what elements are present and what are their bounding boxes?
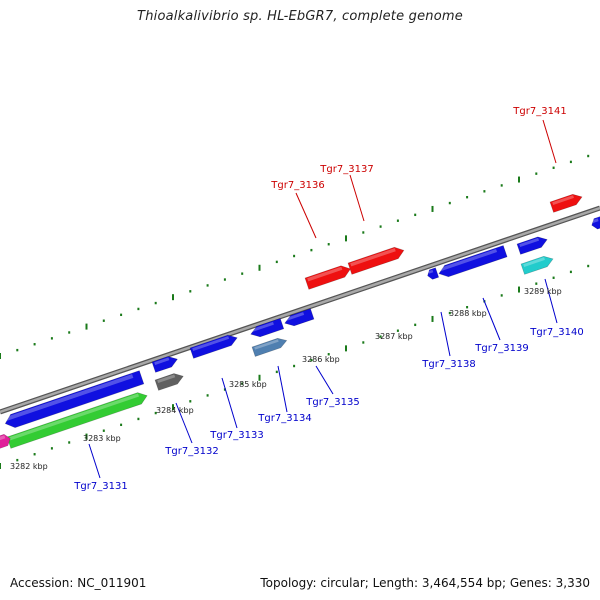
leader-line: [175, 402, 193, 444]
gene-label-tgr7-3133[interactable]: Tgr7_3133: [209, 430, 263, 441]
leader-line: [542, 119, 557, 164]
gene-tgr7-3132[interactable]: [154, 371, 185, 391]
gene-label-tgr7-3134[interactable]: Tgr7_3134: [257, 413, 311, 424]
kbp-label: 3288 kbp: [449, 309, 487, 318]
kbp-label: 3285 kbp: [229, 380, 267, 389]
gene-labels: Tgr7_3141 Tgr7_3137 Tgr7_3136 Tgr7_3131 Tgr7…: [73, 106, 583, 492]
gene-label-tgr7-3141[interactable]: Tgr7_3141: [512, 106, 566, 117]
leader-line: [295, 192, 317, 239]
genome-backbone: [0, 205, 600, 415]
gene-label-tgr7-3137[interactable]: Tgr7_3137: [319, 164, 373, 175]
gene-tgr7-3141[interactable]: [549, 192, 584, 213]
leader-line: [482, 297, 501, 341]
gene-blue-left[interactable]: [3, 370, 145, 431]
leader-line: [277, 365, 288, 413]
leader-line: [88, 443, 101, 479]
leader-line: [221, 377, 238, 429]
gene-tgr7-3139[interactable]: [437, 245, 508, 279]
kbp-label: 3289 kbp: [524, 287, 562, 296]
accession-text: Accession: NC_011901: [10, 576, 147, 590]
leader-line: [440, 311, 451, 357]
gene-edge-right[interactable]: [590, 215, 600, 230]
gene-magenta[interactable]: [0, 433, 12, 449]
gene-tgr7-3133[interactable]: [189, 333, 239, 359]
leader-line: [544, 278, 558, 324]
gene-label-tgr7-3138[interactable]: Tgr7_3138: [421, 359, 475, 370]
gene-track: [0, 192, 600, 449]
gene-label-tgr7-3132[interactable]: Tgr7_3132: [164, 446, 218, 457]
kbp-label: 3286 kbp: [302, 355, 340, 364]
gene-tgr7-3136[interactable]: [304, 263, 352, 290]
kbp-label: 3287 kbp: [375, 332, 413, 341]
gene-label-tgr7-3139[interactable]: Tgr7_3139: [474, 343, 528, 354]
gene-tgr7-3137[interactable]: [347, 245, 406, 275]
gene-tgr7-3135[interactable]: [283, 308, 315, 329]
gene-green-long[interactable]: [6, 390, 149, 449]
gene-blue-3134b[interactable]: [249, 317, 285, 339]
label-leaders: [88, 119, 558, 479]
gene-label-tgr7-3135[interactable]: Tgr7_3135: [305, 397, 359, 408]
leader-line: [349, 174, 365, 222]
kbp-labels: 3282 kbp 3283 kbp 3284 kbp 3285 kbp 3286 kbp…: [10, 287, 562, 471]
gene-tgr7-3138[interactable]: [426, 267, 440, 281]
gene-cyan[interactable]: [520, 254, 555, 275]
kbp-label: 3282 kbp: [10, 462, 48, 471]
gene-tgr7-3140[interactable]: [516, 234, 549, 255]
gene-label-tgr7-3140[interactable]: Tgr7_3140: [529, 327, 583, 338]
kbp-label: 3283 kbp: [83, 434, 121, 443]
inner-tick-row: [0, 264, 590, 469]
kbp-label: 3284 kbp: [156, 406, 194, 415]
gene-label-tgr7-3136[interactable]: Tgr7_3136: [270, 180, 324, 191]
leader-line: [315, 365, 334, 395]
gene-blue-3132b[interactable]: [151, 354, 179, 373]
outer-tick-row: [0, 154, 590, 359]
gene-label-tgr7-3131[interactable]: Tgr7_3131: [73, 481, 127, 492]
topology-text: Topology: circular; Length: 3,464,554 bp…: [260, 576, 590, 590]
map-title: Thioalkalivibrio sp. HL-EbGR7, complete …: [137, 9, 463, 24]
gene-tgr7-3134[interactable]: [251, 336, 288, 357]
